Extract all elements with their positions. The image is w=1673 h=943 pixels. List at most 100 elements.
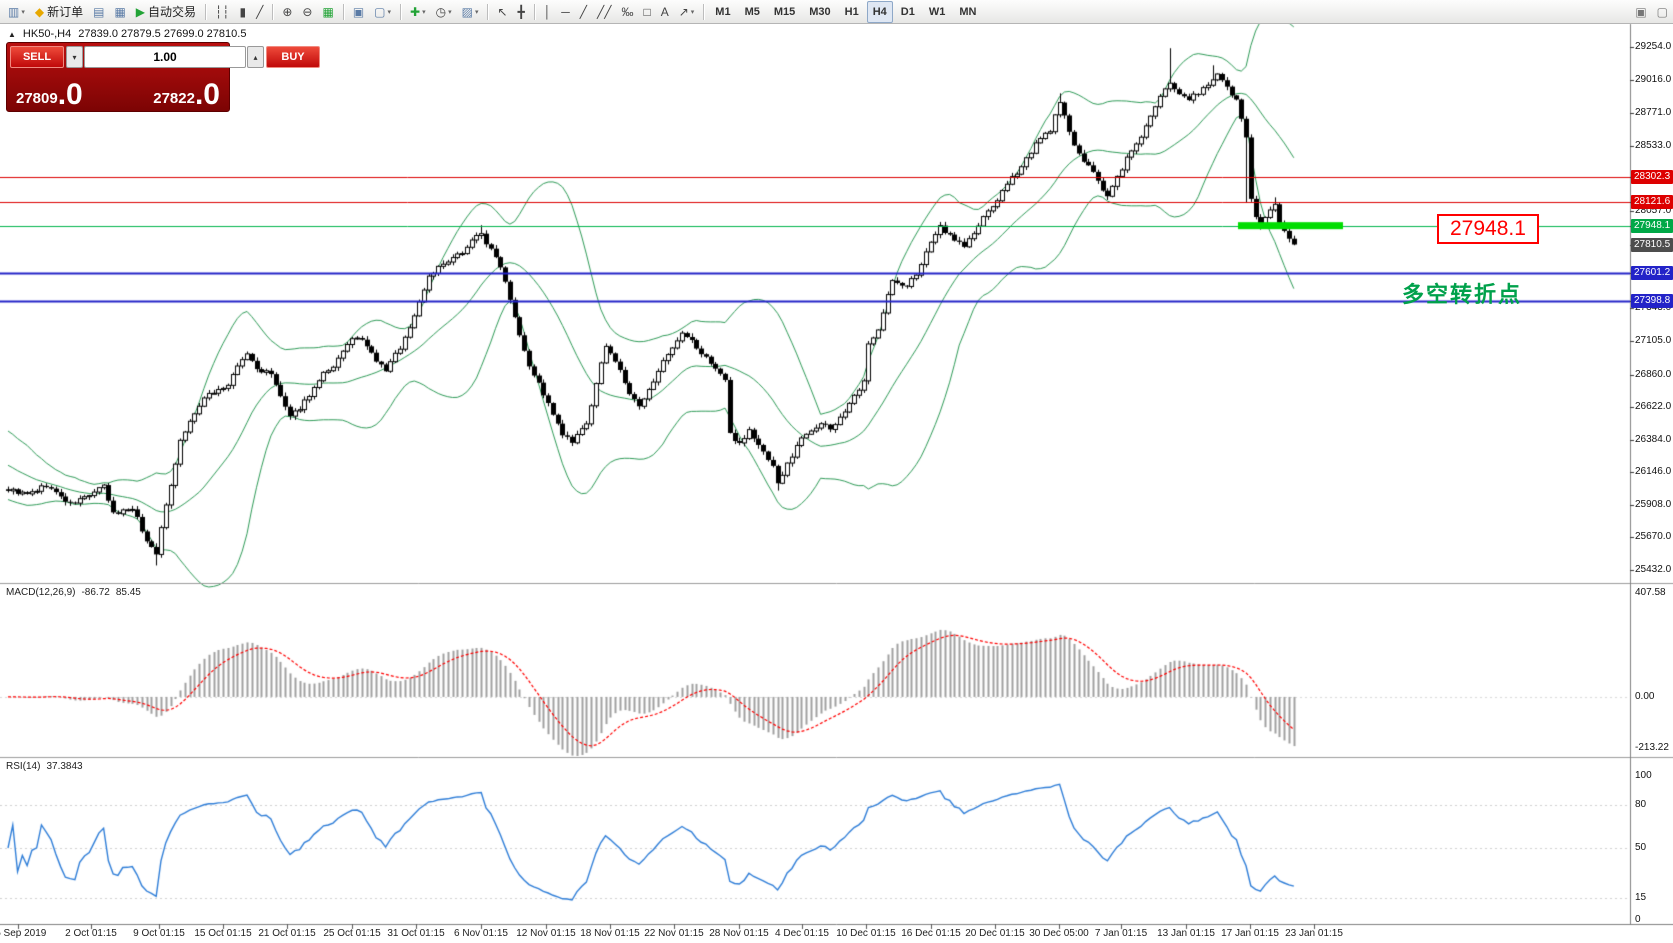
indicators-icon: ✚ [410,4,421,19]
horizontal-line-button[interactable]: ─ [557,1,574,23]
timeframe-mn-button[interactable]: MN [953,1,982,23]
zoom-in-button[interactable]: ⊕ [278,1,296,23]
autotrading-icon: ▶ [135,4,146,19]
market-watch-icon: ▤ [93,4,105,19]
candle-chart-icon: ▮ [239,4,247,19]
one-click-collapse-button[interactable]: ▲ [8,29,16,39]
tile-windows-button[interactable]: ▦ [318,1,337,23]
timeframe-m5-button[interactable]: M5 [739,1,766,23]
periods-icon: ◷ [435,4,447,19]
zoom-out-button[interactable]: ⊖ [298,1,316,23]
channel-button[interactable]: ╱╱ [593,1,615,23]
timeframe-m30-button[interactable]: M30 [803,1,836,23]
arrange-windows-button[interactable]: ▣ [349,1,368,23]
buy-button[interactable]: BUY [266,46,320,68]
volume-input[interactable] [84,46,246,68]
chart-header: ▲ HK50-,H4 27839.0 27879.5 27699.0 27810… [8,28,246,40]
cursor-button[interactable]: ↖ [493,1,511,23]
chart-symbol-period: HK50-,H4 [22,28,72,40]
timeframe-w1-button[interactable]: W1 [923,1,952,23]
cascade-windows-icon: ▢ [374,4,386,19]
buy-price[interactable]: 27822.0 [153,79,220,108]
indicators-button[interactable]: ✚ ▾ [406,1,430,23]
sell-price[interactable]: 27809.0 [16,77,83,111]
toolbar-separator [272,3,274,20]
tile-windows-icon: ▦ [322,4,334,19]
timeframe-m5-label: M5 [744,5,760,18]
bar-chart-button[interactable]: ┆┆ [211,1,233,23]
buy-price-main: 27822 [153,90,195,107]
one-click-trading-panel: SELL ▾ ▴ BUY 27809.0 27822.0 [6,42,320,112]
toolbar-separator [400,3,402,20]
new-chart-button[interactable]: ▥ ▾ [4,1,29,23]
cursor-icon: ↖ [497,4,508,19]
timeframe-m15-label: M15 [773,5,796,18]
macd-value-main: -86.72 [81,587,110,598]
main-toolbar: ▥ ▾ ◆ 新订单 ▤ ▦ ▶ 自动交易 ┆┆ ▮ ╱ ⊕ ⊖ ▦ ▣ ▢ ▾ ✚ ▾ ◷ ▾ ▨ ▾ ↖ ╋ │ ─ ╱ ╱╱ ‰ □ A ↗… [0,0,1673,24]
autotrading-label: 自动交易 [148,5,197,19]
sell-price-main: 27809 [16,90,58,107]
toolbar-separator [342,3,344,20]
new-order-button[interactable]: ◆ 新订单 [31,1,87,23]
data-window-icon: ▦ [114,4,126,19]
market-watch-button[interactable]: ▤ [89,1,108,23]
timeframe-m15-button[interactable]: M15 [768,1,801,23]
bar-chart-icon: ┆┆ [215,4,230,19]
arrange-windows-icon: ▣ [352,4,365,19]
line-chart-button[interactable]: ╱ [252,1,267,23]
autotrading-button[interactable]: ▶ 自动交易 [132,1,200,23]
timeframe-d1-button[interactable]: D1 [895,1,921,23]
macd-name: MACD(12,26,9) [6,587,76,598]
dock-chart-button[interactable]: ▣ [1631,1,1650,23]
caret-down-icon: ▾ [21,8,25,16]
crosshair-icon: ╋ [517,4,525,19]
text-button[interactable]: A [657,1,673,23]
vertical-line-icon: │ [543,4,552,19]
toolbar-separator [703,3,705,20]
toolbar-separator [205,3,207,20]
trendline-button[interactable]: ╱ [576,1,591,23]
volume-decrease-button[interactable]: ▾ [66,46,83,68]
arrow-tool-icon: ↗ [678,4,689,19]
rsi-indicator-label: RSI(14) 37.3843 [6,761,89,772]
shapes-button[interactable]: □ [639,1,654,23]
new-order-icon: ◆ [34,4,45,19]
volume-increase-button[interactable]: ▴ [247,46,264,68]
candle-chart-button[interactable]: ▮ [236,1,251,23]
timeframe-m1-button[interactable]: M1 [709,1,736,23]
cascade-windows-button[interactable]: ▢ ▾ [370,1,395,23]
templates-button[interactable]: ▨ ▾ [458,1,483,23]
templates-icon: ▨ [461,4,473,19]
vertical-line-button[interactable]: │ [540,1,556,23]
macd-value-signal: 85.45 [115,587,141,598]
data-window-button[interactable]: ▦ [110,1,129,23]
caret-down-icon: ▾ [474,8,479,16]
turning-point-annotation: 多空转折点 [1402,282,1523,307]
sell-button[interactable]: SELL [10,46,64,68]
zoom-out-icon: ⊖ [302,4,313,19]
zoom-in-icon: ⊕ [282,4,293,19]
horizontal-line-icon: ─ [561,4,570,19]
chart-ohlc-values: 27839.0 27879.5 27699.0 27810.5 [78,28,247,40]
timeframe-h4-button[interactable]: H4 [866,0,893,23]
float-chart-icon: ▢ [1656,4,1668,19]
crosshair-button[interactable]: ╋ [514,1,529,23]
sell-price-big-digits: .0 [57,77,83,111]
toolbar-separator [533,3,535,20]
toolbar-separator [487,3,489,20]
arrow-tool-button[interactable]: ↗ ▾ [675,1,699,23]
timeframe-h4-label: H4 [872,5,887,18]
timeframe-h1-label: H1 [844,5,859,18]
macd-indicator-label: MACD(12,26,9) -86.72 85.45 [6,587,147,598]
price-callout-label[interactable]: 27948.1 [1437,214,1539,244]
caret-down-icon: ▾ [448,8,452,16]
fibonacci-button[interactable]: ‰ [617,1,637,23]
caret-down-icon: ▾ [422,8,426,16]
line-chart-icon: ╱ [256,4,264,19]
float-chart-button[interactable]: ▢ [1653,1,1672,23]
timeframe-h1-button[interactable]: H1 [839,1,865,23]
caret-down-icon: ▾ [387,8,392,16]
periods-button[interactable]: ◷ ▾ [432,1,456,23]
text-icon: A [660,4,669,19]
